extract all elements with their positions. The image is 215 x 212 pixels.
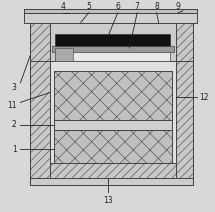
Bar (52, 46, 174, 52)
Text: 7: 7 (135, 2, 140, 11)
Bar (50, 163, 176, 178)
Text: 8: 8 (154, 2, 159, 11)
Text: 3: 3 (12, 83, 17, 92)
Text: 6: 6 (115, 2, 120, 11)
Bar (50, 23, 176, 61)
Bar (176, 23, 193, 61)
Bar (30, 23, 193, 185)
Bar (176, 61, 193, 178)
Text: 13: 13 (103, 196, 113, 205)
Text: 4: 4 (61, 2, 66, 11)
Text: 2: 2 (12, 120, 17, 129)
Bar (24, 13, 198, 23)
Bar (54, 71, 172, 120)
Text: 1: 1 (12, 145, 17, 153)
Bar (55, 48, 170, 61)
Bar (30, 23, 193, 61)
Bar (30, 23, 193, 185)
Bar (55, 34, 170, 48)
Bar (30, 23, 50, 61)
Bar (24, 9, 198, 13)
Text: 11: 11 (7, 101, 17, 110)
Text: 5: 5 (86, 2, 91, 11)
Bar (50, 61, 176, 163)
Text: 12: 12 (200, 93, 209, 102)
Bar (30, 61, 50, 178)
Text: 9: 9 (176, 2, 180, 11)
Bar (55, 48, 73, 61)
Bar (54, 130, 172, 163)
Bar (54, 120, 172, 130)
